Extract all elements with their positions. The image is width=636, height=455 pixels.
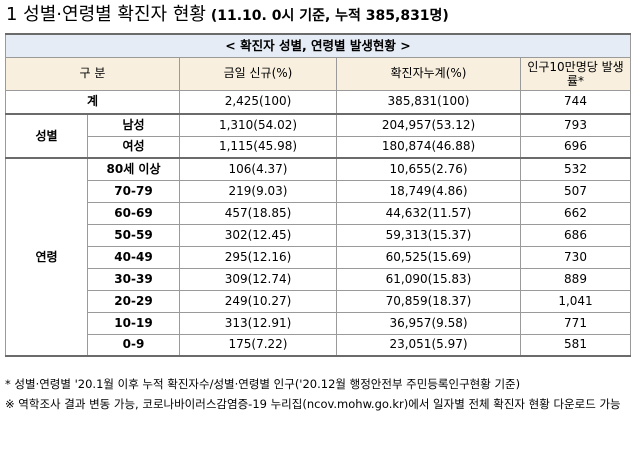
header-category: 구 분 [5, 56, 180, 91]
row-label: 30-39 [87, 267, 180, 291]
row-label: 0-9 [87, 333, 180, 357]
total-label: 계 [5, 89, 180, 115]
row-cumulative: 61,090(15.83) [336, 267, 521, 291]
table-row: 40-49 295(12.16) 60,525(15.69) 730 [6, 245, 631, 269]
row-label: 10-19 [87, 311, 180, 335]
table-row: 여성 1,115(45.98) 180,874(46.88) 696 [6, 135, 631, 159]
footnotes: * 성별·연령별 '20.1월 이후 누적 확진자수/성별·연령별 인구('20… [5, 374, 630, 414]
row-cumulative: 70,859(18.37) [336, 289, 521, 313]
row-rate: 507 [520, 179, 631, 203]
age-group-label: 연령 [5, 157, 88, 357]
total-cumulative: 385,831(100) [336, 89, 521, 115]
row-label: 60-69 [87, 201, 180, 225]
row-rate: 889 [520, 267, 631, 291]
row-label: 70-79 [87, 179, 180, 203]
table-caption-row: < 확진자 성별, 연령별 발생현황 > [5, 33, 631, 58]
row-rate: 696 [520, 135, 631, 159]
row-label: 80세 이상 [87, 157, 180, 181]
row-rate: 662 [520, 201, 631, 225]
row-label: 50-59 [87, 223, 180, 247]
row-cumulative: 180,874(46.88) [336, 135, 521, 159]
table-row: 60-69 457(18.85) 44,632(11.57) 662 [6, 201, 631, 225]
total-new: 2,425(100) [179, 89, 337, 115]
row-new: 106(4.37) [179, 157, 337, 181]
row-label: 40-49 [87, 245, 180, 269]
row-rate: 532 [520, 157, 631, 181]
row-new: 1,310(54.02) [179, 113, 337, 137]
table-row: 20-29 249(10.27) 70,859(18.37) 1,041 [6, 289, 631, 313]
row-label: 20-29 [87, 289, 180, 313]
row-new: 175(7.22) [179, 333, 337, 357]
table-row: 50-59 302(12.45) 59,313(15.37) 686 [6, 223, 631, 247]
header-rate: 인구10만명당 발생률* [520, 56, 631, 91]
table-row: 10-19 313(12.91) 36,957(9.58) 771 [6, 311, 631, 335]
row-cumulative: 44,632(11.57) [336, 201, 521, 225]
footnote-data-source: ※ 역학조사 결과 변동 가능, 코로나바이러스감염증-19 누리집(ncov.… [5, 397, 621, 411]
row-rate: 771 [520, 311, 631, 335]
table-caption: < 확진자 성별, 연령별 발생현황 > [5, 33, 631, 58]
header-cumulative: 확진자누계(%) [336, 56, 521, 91]
table-row: 0-9 175(7.22) 23,051(5.97) 581 [6, 333, 631, 357]
header-new: 금일 신규(%) [179, 56, 337, 91]
row-new: 1,115(45.98) [179, 135, 337, 159]
table-row: 성별 남성 1,310(54.02) 204,957(53.12) 793 [5, 113, 631, 159]
row-cumulative: 36,957(9.58) [336, 311, 521, 335]
row-cumulative: 204,957(53.12) [336, 113, 521, 137]
row-new: 457(18.85) [179, 201, 337, 225]
row-label: 남성 [87, 113, 180, 137]
row-rate: 581 [520, 333, 631, 357]
title-main: 1 성별·연령별 확진자 현황 [6, 4, 206, 25]
sex-group-label: 성별 [5, 113, 88, 159]
table-row: 30-39 309(12.74) 61,090(15.83) 889 [6, 267, 631, 291]
table-header-row: 구 분 금일 신규(%) 확진자누계(%) 인구10만명당 발생률* [5, 56, 631, 91]
title-subtitle: (11.10. 0시 기준, 누적 385,831명) [205, 8, 449, 24]
row-cumulative: 18,749(4.86) [336, 179, 521, 203]
row-new: 249(10.27) [179, 289, 337, 313]
row-cumulative: 10,655(2.76) [336, 157, 521, 181]
row-new: 309(12.74) [179, 267, 337, 291]
confirmed-cases-table: < 확진자 성별, 연령별 발생현황 > 구 분 금일 신규(%) 확진자누계(… [5, 33, 631, 357]
row-new: 302(12.45) [179, 223, 337, 247]
row-rate: 730 [520, 245, 631, 269]
row-new: 295(12.16) [179, 245, 337, 269]
page-title: 1 성별·연령별 확진자 현황 (11.10. 0시 기준, 누적 385,83… [6, 3, 449, 27]
row-cumulative: 60,525(15.69) [336, 245, 521, 269]
table-row: 연령 80세 이상 106(4.37) 10,655(2.76) 532 [5, 157, 631, 357]
table-row-total: 계 2,425(100) 385,831(100) 744 [5, 89, 631, 115]
table-row: 70-79 219(9.03) 18,749(4.86) 507 [6, 179, 631, 203]
row-cumulative: 23,051(5.97) [336, 333, 521, 357]
row-rate: 1,041 [520, 289, 631, 313]
row-new: 313(12.91) [179, 311, 337, 335]
row-new: 219(9.03) [179, 179, 337, 203]
row-cumulative: 59,313(15.37) [336, 223, 521, 247]
footnote-rate-definition: * 성별·연령별 '20.1월 이후 누적 확진자수/성별·연령별 인구('20… [5, 377, 521, 391]
row-rate: 686 [520, 223, 631, 247]
total-rate: 744 [520, 89, 631, 115]
row-rate: 793 [520, 113, 631, 137]
row-label: 여성 [87, 135, 180, 159]
